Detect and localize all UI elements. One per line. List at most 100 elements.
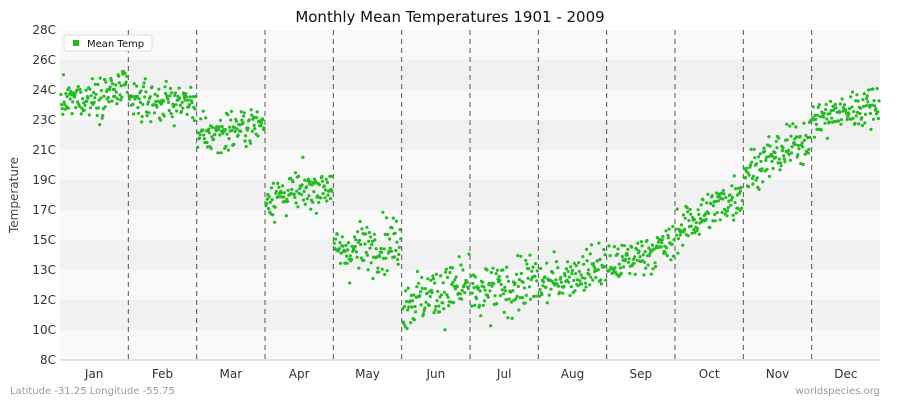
data-point bbox=[761, 180, 765, 184]
data-point bbox=[758, 152, 762, 156]
data-point bbox=[838, 102, 842, 106]
data-point bbox=[633, 255, 637, 259]
data-point bbox=[596, 259, 600, 263]
data-point bbox=[790, 151, 794, 155]
data-point bbox=[674, 227, 678, 231]
data-point bbox=[338, 241, 342, 245]
data-point bbox=[495, 268, 499, 272]
data-point bbox=[505, 275, 509, 279]
data-point bbox=[789, 134, 793, 138]
data-point bbox=[181, 91, 185, 95]
data-point bbox=[86, 96, 90, 100]
y-tick-label: 13C bbox=[32, 263, 56, 277]
data-point bbox=[513, 281, 517, 285]
data-point bbox=[154, 100, 158, 104]
data-point bbox=[749, 147, 753, 151]
data-point bbox=[394, 248, 398, 253]
data-point bbox=[431, 274, 435, 278]
data-point bbox=[866, 100, 870, 104]
data-point bbox=[757, 187, 761, 191]
data-point bbox=[524, 293, 528, 297]
data-point bbox=[132, 112, 136, 116]
data-point bbox=[219, 151, 223, 155]
x-axis-ticks: Jan Feb Mar Apr May Jun Jul Aug Sep Oct Nov Dec bbox=[84, 367, 858, 381]
data-point bbox=[732, 218, 736, 222]
data-point bbox=[357, 238, 362, 242]
data-point bbox=[490, 284, 494, 288]
data-point bbox=[213, 132, 217, 137]
data-point bbox=[875, 87, 879, 91]
data-point bbox=[286, 188, 290, 192]
data-point bbox=[285, 199, 290, 204]
data-point bbox=[566, 269, 570, 274]
data-point bbox=[876, 116, 881, 121]
data-point bbox=[205, 140, 209, 145]
data-point bbox=[740, 198, 744, 203]
data-point bbox=[654, 265, 658, 269]
data-point bbox=[384, 256, 388, 260]
data-point bbox=[435, 299, 439, 303]
data-point bbox=[722, 192, 726, 196]
data-point bbox=[291, 180, 295, 184]
data-point bbox=[839, 118, 844, 122]
data-point bbox=[337, 247, 341, 251]
data-point bbox=[270, 198, 274, 202]
data-point bbox=[130, 94, 134, 98]
data-point bbox=[549, 287, 553, 291]
data-point bbox=[873, 104, 877, 108]
data-point bbox=[676, 251, 680, 255]
data-point bbox=[378, 255, 382, 259]
data-point bbox=[314, 179, 318, 183]
data-point bbox=[346, 241, 351, 245]
data-point bbox=[306, 177, 310, 181]
data-point bbox=[476, 286, 480, 290]
data-point bbox=[67, 86, 71, 90]
data-point bbox=[382, 247, 386, 251]
y-tick-label: 19C bbox=[32, 173, 56, 187]
data-point bbox=[653, 261, 657, 265]
data-point bbox=[509, 300, 514, 304]
data-point bbox=[661, 235, 665, 239]
data-point bbox=[349, 257, 354, 261]
data-point bbox=[98, 76, 102, 80]
data-point bbox=[414, 310, 418, 314]
data-point bbox=[124, 80, 128, 84]
data-point bbox=[103, 77, 107, 82]
chart-title: Monthly Mean Temperatures 1901 - 2009 bbox=[295, 8, 604, 26]
data-point bbox=[591, 262, 596, 266]
data-point bbox=[95, 113, 99, 118]
data-point bbox=[119, 84, 123, 88]
data-point bbox=[415, 285, 419, 289]
data-point bbox=[559, 275, 563, 279]
data-point bbox=[503, 285, 507, 289]
data-point bbox=[344, 243, 348, 247]
data-point bbox=[174, 103, 178, 107]
data-point bbox=[388, 237, 392, 241]
data-point bbox=[836, 119, 841, 123]
y-tick-label: 28C bbox=[32, 23, 56, 37]
data-point bbox=[764, 158, 768, 162]
data-point bbox=[460, 297, 464, 301]
data-point bbox=[469, 274, 473, 278]
data-point bbox=[353, 235, 357, 239]
data-point bbox=[380, 250, 384, 254]
data-point bbox=[793, 143, 797, 147]
data-point bbox=[841, 106, 846, 110]
data-point bbox=[675, 207, 679, 211]
data-point bbox=[247, 118, 251, 122]
data-point bbox=[554, 278, 558, 282]
data-point bbox=[90, 77, 94, 81]
data-point bbox=[806, 151, 810, 155]
data-point bbox=[686, 210, 690, 214]
data-point bbox=[212, 137, 216, 141]
data-point bbox=[766, 155, 770, 159]
data-point bbox=[239, 110, 243, 114]
data-point bbox=[540, 293, 544, 297]
data-point bbox=[788, 158, 793, 162]
data-point bbox=[752, 147, 756, 151]
data-point bbox=[533, 274, 537, 278]
data-point bbox=[577, 261, 581, 265]
data-point bbox=[611, 271, 615, 275]
data-point bbox=[725, 214, 729, 218]
data-point bbox=[576, 284, 580, 288]
